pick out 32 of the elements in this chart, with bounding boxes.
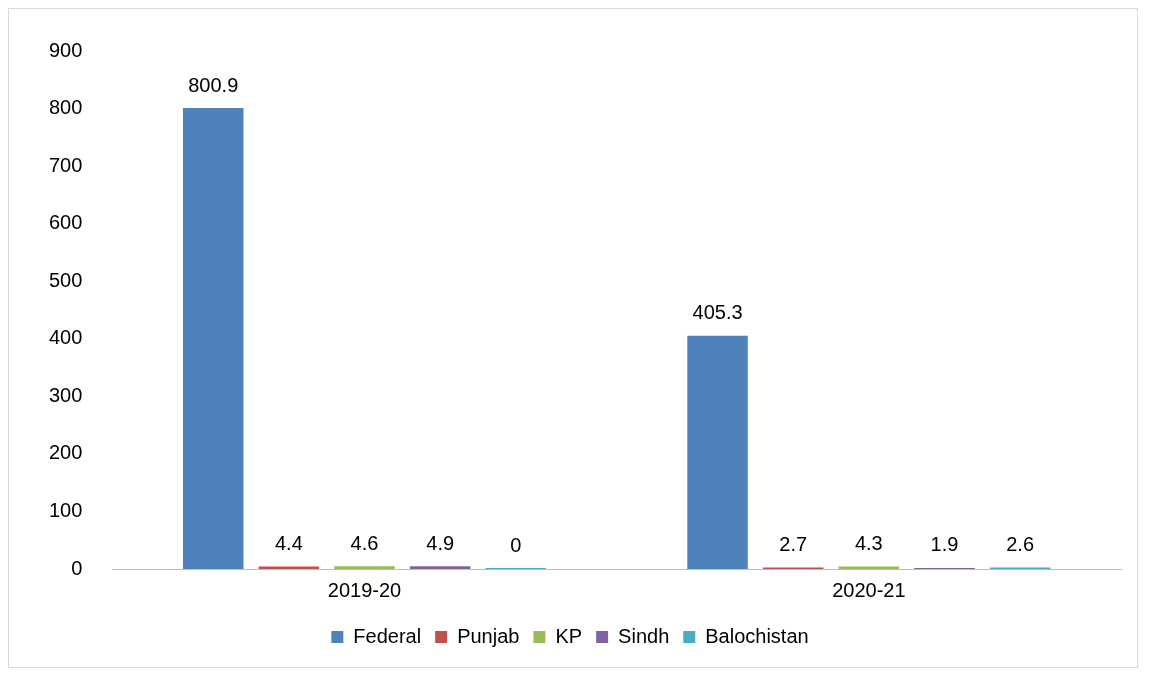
bar bbox=[334, 566, 395, 569]
legend-label: KP bbox=[555, 624, 583, 647]
y-tick-label: 200 bbox=[48, 441, 83, 464]
data-label: 4.6 bbox=[350, 531, 379, 554]
y-tick-label: 700 bbox=[48, 153, 83, 176]
x-tick-label: 2019-20 bbox=[327, 578, 402, 601]
data-label: 2.6 bbox=[1006, 533, 1035, 556]
data-label: 1.9 bbox=[930, 533, 959, 556]
legend-label: Punjab bbox=[457, 624, 520, 647]
data-label: 800.9 bbox=[188, 73, 239, 96]
data-label: 2.7 bbox=[779, 532, 808, 555]
bar bbox=[182, 108, 244, 569]
data-label: 4.4 bbox=[274, 531, 303, 554]
y-tick-label: 0 bbox=[71, 556, 83, 579]
bar bbox=[687, 335, 748, 569]
y-tick-label: 500 bbox=[48, 268, 83, 291]
y-tick-label: 900 bbox=[48, 38, 83, 61]
data-label: 4.9 bbox=[426, 531, 455, 554]
legend-label: Balochistan bbox=[705, 624, 809, 647]
y-tick-label: 600 bbox=[48, 211, 83, 234]
x-tick-label: 2020-21 bbox=[832, 578, 906, 601]
y-tick-label: 100 bbox=[48, 498, 83, 521]
data-label: 405.3 bbox=[692, 301, 743, 324]
y-tick-label: 800 bbox=[48, 96, 83, 119]
legend-label: Sindh bbox=[618, 624, 670, 647]
y-tick-label: 400 bbox=[48, 326, 83, 349]
bar bbox=[409, 566, 471, 569]
legend-label: Federal bbox=[353, 624, 422, 647]
bar bbox=[258, 566, 320, 569]
data-label: 4.3 bbox=[854, 532, 883, 555]
y-tick-label: 300 bbox=[48, 383, 83, 406]
data-label: 0 bbox=[510, 533, 522, 556]
